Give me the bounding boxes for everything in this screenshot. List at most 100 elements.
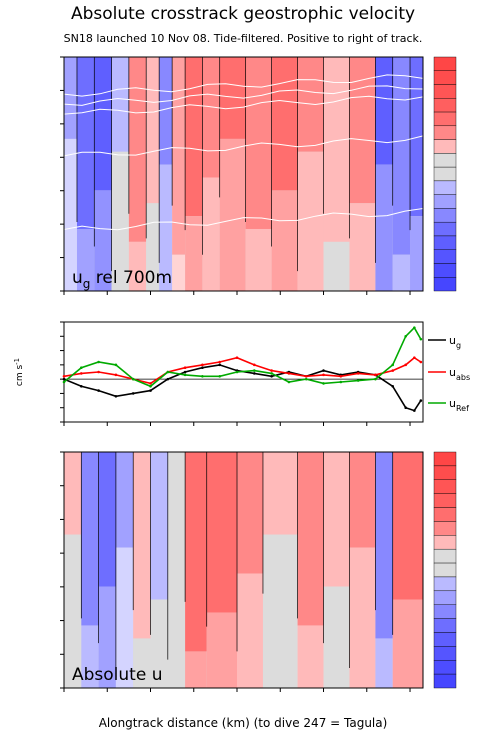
- colorbar-swatch: [433, 521, 457, 536]
- heatmap-cell: [375, 638, 393, 688]
- colorbar-swatch: [433, 646, 457, 661]
- heatmap-panel-0: ug rel 700m: [60, 56, 457, 295]
- data-point: [183, 366, 187, 370]
- data-point: [235, 356, 239, 360]
- data-point: [253, 363, 256, 367]
- colorbar-swatch: [433, 166, 457, 182]
- data-point: [97, 370, 100, 374]
- panel-label-rest: rel 700m: [90, 268, 172, 288]
- data-point: [374, 377, 377, 381]
- colorbar-swatch: [433, 465, 457, 480]
- heatmap-cell: [133, 452, 151, 639]
- data-point: [114, 394, 118, 398]
- data-point: [339, 374, 343, 378]
- heatmap-cell: [64, 534, 82, 688]
- colorbar-swatch: [433, 249, 457, 264]
- data-point: [131, 392, 135, 395]
- heatmap-cell: [111, 57, 129, 152]
- heatmap-cell: [237, 573, 263, 688]
- data-point: [201, 363, 204, 367]
- data-point: [404, 406, 407, 410]
- data-point: [149, 389, 152, 392]
- colorbar-swatch: [433, 576, 457, 592]
- chart-title: Absolute crosstrack geostrophic velocity: [71, 4, 415, 24]
- isotherm-line: [63, 95, 424, 115]
- heatmap-cell: [219, 138, 246, 291]
- data-point: [149, 382, 152, 385]
- heatmap-cell: [76, 57, 95, 229]
- data-point: [131, 377, 135, 381]
- colorbar-swatch: [433, 535, 457, 550]
- data-point: [413, 409, 416, 412]
- heatmap-cell: [159, 164, 173, 291]
- heatmap-cell: [297, 452, 324, 626]
- data-point: [270, 374, 273, 378]
- isotherm-line: [63, 135, 424, 157]
- heatmap-cell: [206, 452, 238, 613]
- heatmap-cell: [185, 452, 207, 652]
- colorbar-swatch: [433, 139, 457, 154]
- heatmap-cell: [297, 151, 324, 291]
- legend-sub: Ref: [456, 404, 469, 413]
- heatmap-cell: [206, 612, 238, 688]
- heatmap-cell: [349, 547, 376, 688]
- colorbar-swatch: [433, 263, 457, 278]
- heatmap-panel-2: Absolute u: [60, 451, 457, 692]
- isotherm-line: [63, 85, 424, 106]
- heatmap-cell: [133, 638, 151, 688]
- heatmap-cell: [115, 547, 134, 688]
- y-axis-label: cm s-1: [13, 358, 25, 386]
- colorbar-swatch: [433, 235, 457, 250]
- data-point: [166, 370, 170, 374]
- heatmap-cell: [202, 57, 220, 178]
- data-point: [80, 366, 83, 370]
- data-point: [287, 372, 291, 375]
- heatmap-cell: [76, 228, 95, 291]
- data-point: [391, 384, 395, 388]
- heatmap-cell: [159, 57, 173, 165]
- colorbar-swatch: [433, 507, 457, 522]
- heatmap-cell: [172, 57, 186, 255]
- heatmap-cell: [111, 151, 129, 291]
- heatmap-cell: [202, 177, 220, 291]
- data-point: [419, 360, 423, 364]
- y-axis-label-sup: -1: [13, 358, 21, 365]
- data-point: [253, 369, 256, 372]
- colorbar-swatch: [433, 590, 457, 605]
- heatmap-cell: [297, 625, 324, 688]
- y-axis-label-text: cm s: [15, 365, 25, 387]
- heatmap-cell: [115, 452, 134, 548]
- heatmap-cell: [392, 254, 411, 291]
- data-point: [253, 372, 256, 375]
- heatmap-cell: [81, 452, 99, 626]
- legend-name: u: [449, 334, 456, 347]
- data-point: [413, 326, 416, 330]
- heatmap-cell: [245, 228, 272, 291]
- isotherm-line: [63, 208, 424, 231]
- heatmap-cell: [98, 586, 116, 688]
- colorbar-swatch: [433, 479, 457, 494]
- colorbar-swatch: [433, 98, 457, 113]
- data-point: [404, 334, 407, 338]
- data-point: [62, 374, 66, 378]
- heatmap-cell: [323, 57, 350, 242]
- panel-label: ug rel 700m: [72, 268, 172, 291]
- heatmap-cell: [349, 452, 376, 548]
- data-point: [201, 374, 204, 378]
- data-point: [322, 369, 325, 372]
- heatmap-cell: [146, 57, 160, 204]
- data-point: [413, 356, 416, 360]
- heatmap-cell: [392, 57, 411, 255]
- heatmap-cell: [98, 452, 116, 587]
- data-point: [356, 379, 360, 382]
- heatmap-cell: [185, 651, 207, 688]
- heatmap-cell: [237, 452, 263, 574]
- data-point: [270, 372, 273, 375]
- heatmap-cell: [323, 452, 350, 587]
- chart-subtitle: SN18 launched 10 Nov 08. Tide-filtered. …: [64, 32, 423, 45]
- data-point: [97, 389, 100, 392]
- heatmap-cell: [167, 452, 186, 561]
- data-point: [80, 384, 83, 388]
- heatmap-cell: [150, 452, 168, 600]
